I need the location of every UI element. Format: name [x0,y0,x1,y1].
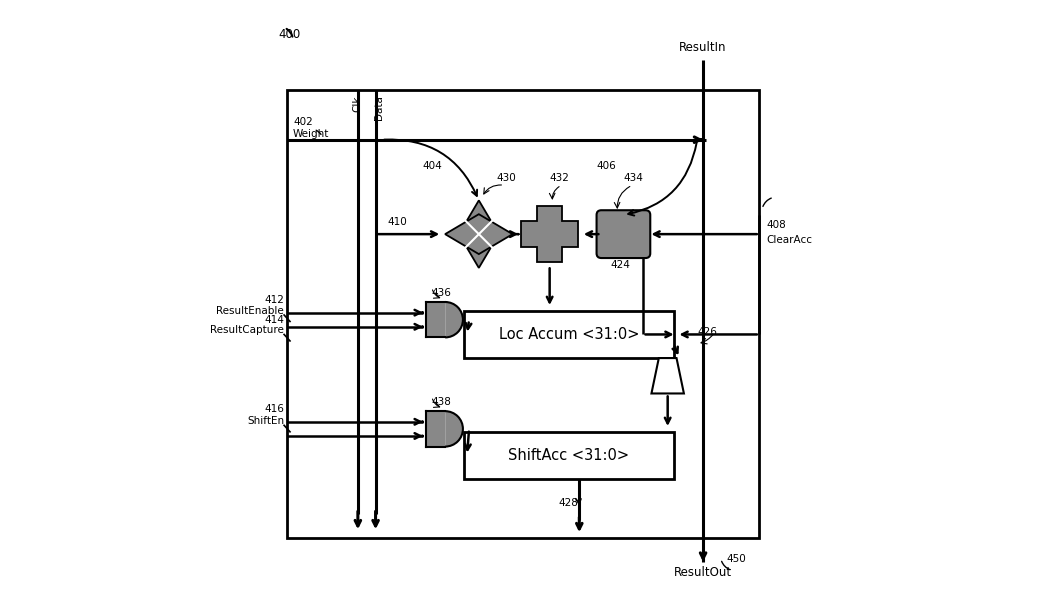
Text: 414: 414 [264,315,285,325]
Text: ResultOut: ResultOut [674,567,732,579]
Bar [425,411,445,446]
Polygon shape [522,206,578,263]
Wedge shape [445,302,463,338]
Text: Loc Accum <31:0>: Loc Accum <31:0> [498,327,639,342]
Polygon shape [445,214,512,254]
Bar [536,206,563,263]
Text: 406: 406 [597,161,617,171]
Text: 450: 450 [727,554,747,564]
Polygon shape [652,358,683,393]
Text: ShiftAcc <31:0>: ShiftAcc <31:0> [508,448,630,463]
Text: 424: 424 [610,260,631,270]
Polygon shape [459,201,498,268]
Text: ResultIn: ResultIn [679,41,727,54]
Text: Clk: Clk [353,95,363,112]
Bar [287,89,760,538]
Bar [522,222,578,247]
Text: Data: Data [373,95,383,120]
Text: 432: 432 [550,173,569,183]
Text: 412: 412 [264,295,285,305]
Text: 400: 400 [278,28,300,40]
Text: 404: 404 [423,161,442,171]
Text: 436: 436 [432,288,452,298]
Text: 438: 438 [432,397,452,407]
Text: 434: 434 [623,173,643,183]
Text: 416: 416 [264,404,285,414]
Text: ResultEnable: ResultEnable [216,306,285,316]
Text: ResultCapture: ResultCapture [211,326,285,335]
FancyBboxPatch shape [597,210,651,258]
Text: ShiftEn: ShiftEn [247,416,285,426]
Bar [464,311,674,358]
Text: 402: 402 [293,117,313,127]
Text: 430: 430 [496,173,516,183]
Bar [425,302,445,338]
Wedge shape [445,411,463,446]
Text: ClearAcc: ClearAcc [766,235,813,245]
Text: 410: 410 [387,217,407,227]
Text: Weight: Weight [293,129,329,139]
Bar [464,432,674,479]
Text: 428: 428 [559,498,579,507]
Text: 426: 426 [697,327,717,337]
Text: 408: 408 [766,220,786,230]
